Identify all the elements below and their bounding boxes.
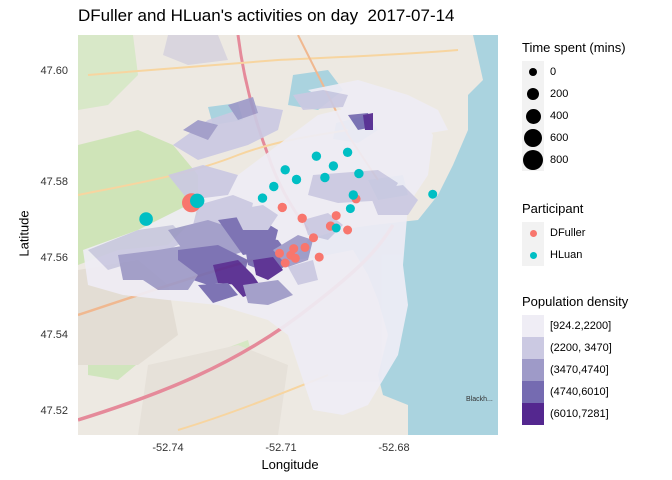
density-swatch bbox=[522, 359, 544, 381]
x-tick-label: -52.74 bbox=[152, 442, 184, 454]
point-hluan bbox=[291, 174, 302, 185]
legend-size-label: 600 bbox=[550, 132, 569, 144]
point-dfuller bbox=[314, 252, 324, 262]
density-swatch bbox=[522, 315, 544, 337]
density-swatch bbox=[522, 337, 544, 359]
legend-density-title: Population density bbox=[522, 294, 629, 309]
point-dfuller bbox=[289, 244, 299, 254]
y-tick-label: 47.54 bbox=[40, 329, 68, 341]
legend-density-item: (3470,4740] bbox=[522, 359, 628, 381]
map-place-label: Blackh... bbox=[466, 396, 493, 403]
legend-density-item: (4740,6010] bbox=[522, 381, 628, 403]
legend-participant-label: DFuller bbox=[550, 227, 586, 239]
legend-size-item: 800 bbox=[522, 149, 626, 171]
y-tick-label: 47.56 bbox=[40, 252, 68, 264]
point-dfuller bbox=[331, 211, 341, 221]
point-dfuller bbox=[297, 213, 307, 223]
point-hluan bbox=[280, 165, 290, 175]
x-tick-label: -52.71 bbox=[265, 442, 297, 454]
map-canvas: Blackh... bbox=[78, 35, 498, 435]
density-layer bbox=[83, 80, 448, 415]
point-hluan bbox=[320, 172, 330, 183]
point-dfuller bbox=[290, 253, 300, 263]
secondary-road bbox=[87, 49, 459, 76]
point-hluan bbox=[257, 193, 268, 203]
legend-size-item: 400 bbox=[522, 105, 626, 127]
point-dfuller bbox=[280, 258, 290, 268]
legend-density-label: (3470,4740] bbox=[550, 364, 609, 376]
point-dfuller bbox=[309, 233, 318, 243]
legend-density-label: (6010,7281] bbox=[550, 408, 609, 420]
legend-density-item: (6010,7281] bbox=[522, 403, 628, 425]
point-hluan bbox=[345, 204, 355, 214]
point-dfuller bbox=[275, 248, 284, 258]
legend-density-label: [924.2,2200] bbox=[550, 320, 612, 332]
legend-size-label: 0 bbox=[550, 66, 557, 78]
point-hluan bbox=[348, 190, 358, 200]
point-hluan bbox=[139, 212, 153, 226]
legend-density-label: (2200, 3470] bbox=[550, 342, 612, 354]
point-hluan bbox=[269, 181, 279, 192]
y-tick-label: 47.58 bbox=[40, 176, 68, 188]
legend-density: Population density [924.2,2200] (2200, 3… bbox=[522, 294, 628, 425]
point-dfuller bbox=[300, 242, 310, 252]
legend-density-item: [924.2,2200] bbox=[522, 315, 628, 337]
x-tick-label: -52.68 bbox=[378, 442, 410, 454]
legend-size-item: 200 bbox=[522, 83, 626, 105]
y-axis-title: Latitude bbox=[16, 210, 32, 257]
legend-size-label: 400 bbox=[550, 110, 569, 122]
y-tick-label: 47.60 bbox=[40, 65, 68, 77]
legend-participant-item: DFuller bbox=[522, 222, 586, 244]
legend-participant-item: HLuan bbox=[522, 244, 583, 266]
point-hluan bbox=[428, 189, 438, 199]
point-hluan bbox=[311, 151, 322, 161]
airport bbox=[163, 35, 228, 65]
legend-size-title: Time spent (mins) bbox=[522, 40, 626, 55]
point-hluan bbox=[331, 223, 341, 233]
legend-participant: Participant DFuller HLuan bbox=[522, 201, 586, 266]
density-swatch bbox=[522, 381, 544, 403]
legend-size-item: 600 bbox=[522, 127, 626, 149]
legend-size: Time spent (mins) 0 200 400 600 800 bbox=[522, 40, 626, 171]
legend-participant-title: Participant bbox=[522, 201, 584, 216]
legend-participant-label: HLuan bbox=[550, 249, 583, 261]
points-layer bbox=[139, 147, 438, 268]
point-hluan bbox=[328, 161, 339, 171]
point-dfuller bbox=[343, 225, 353, 235]
chart-title: DFuller and HLuan's activities on day 20… bbox=[78, 6, 455, 25]
point-hluan bbox=[342, 147, 353, 157]
legend-size-label: 800 bbox=[550, 154, 569, 166]
legend-density-item: (2200, 3470] bbox=[522, 337, 628, 359]
map-panel[interactable]: Blackh... bbox=[78, 35, 498, 435]
density-swatch bbox=[522, 403, 544, 425]
point-dfuller bbox=[277, 202, 287, 213]
legend-density-label: (4740,6010] bbox=[550, 386, 609, 398]
point-hluan bbox=[190, 193, 205, 208]
x-axis-title: Longitude bbox=[261, 457, 319, 472]
urban-area bbox=[138, 345, 288, 435]
legend-size-item: 0 bbox=[522, 61, 626, 83]
legend-size-label: 200 bbox=[550, 88, 569, 100]
point-hluan bbox=[354, 168, 364, 179]
y-tick-label: 47.52 bbox=[40, 405, 68, 417]
